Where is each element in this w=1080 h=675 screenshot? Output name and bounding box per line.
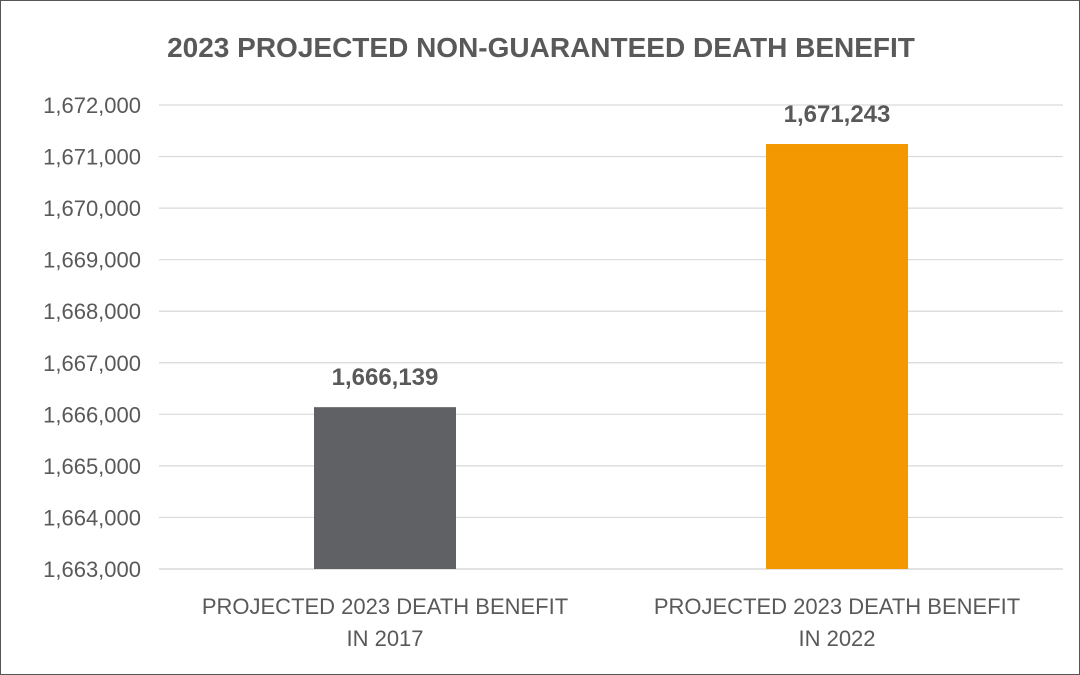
y-tick-label: 1,672,000 [43, 93, 141, 118]
x-tick-label: PROJECTED 2023 DEATH BENEFIT [202, 594, 568, 619]
y-tick-label: 1,670,000 [43, 196, 141, 221]
y-tick-label: 1,669,000 [43, 248, 141, 273]
y-tick-label: 1,667,000 [43, 351, 141, 376]
data-labels: 1,666,139 1,671,243 [332, 101, 891, 391]
bar [314, 407, 456, 569]
data-label: 1,666,139 [332, 364, 439, 391]
x-tick-label: IN 2017 [346, 626, 423, 651]
y-axis-ticks: 1,663,000 1,664,000 1,665,000 1,666,000 1,66… [43, 93, 141, 582]
x-tick-label: PROJECTED 2023 DEATH BENEFIT [654, 594, 1020, 619]
y-tick-label: 1,671,000 [43, 145, 141, 170]
y-tick-label: 1,668,000 [43, 299, 141, 324]
x-tick-label: IN 2022 [798, 626, 875, 651]
y-tick-label: 1,665,000 [43, 454, 141, 479]
bar [766, 144, 908, 569]
x-axis-ticks: PROJECTED 2023 DEATH BENEFIT IN 2017 PROJE… [202, 594, 1020, 651]
bar-layer [314, 144, 908, 569]
grid-layer [159, 104, 1063, 570]
data-label: 1,671,243 [784, 101, 891, 128]
y-tick-label: 1,664,000 [43, 505, 141, 530]
y-tick-label: 1,663,000 [43, 557, 141, 582]
y-tick-label: 1,666,000 [43, 402, 141, 427]
chart-title: 2023 PROJECTED NON-GUARANTEED DEATH BENE… [167, 32, 915, 63]
